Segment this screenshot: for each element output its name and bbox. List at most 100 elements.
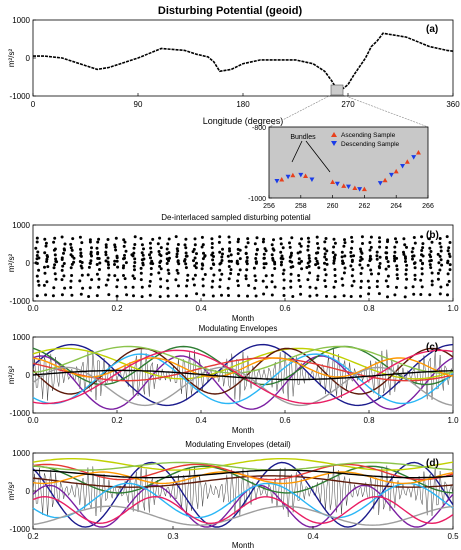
sample-point [300,267,304,271]
ascending-sample-point [279,177,285,182]
descending-sample-point [411,155,417,160]
sample-point [237,294,241,298]
sample-point [220,255,224,259]
sample-point [253,274,257,278]
sample-point [352,254,356,258]
sample-point [236,240,240,244]
legend-descending-label: Descending Sample [341,141,400,148]
sample-point [228,247,231,251]
sample-point [341,259,344,263]
sample-point [420,267,424,271]
sample-point [183,259,186,263]
sample-point [244,274,248,278]
sample-point [221,247,224,251]
sample-point [411,246,415,250]
sample-point [69,286,73,289]
descending-sample-point [400,164,406,169]
x-tick-label: 0.8 [363,304,375,313]
sample-point [79,251,83,255]
sample-point [194,266,198,270]
sample-point [70,262,74,266]
sample-point [315,293,319,297]
sample-point [52,266,56,270]
sample-point [227,265,231,268]
sample-point [142,247,145,251]
sample-point [370,272,373,276]
sample-point [212,263,216,266]
sample-point [410,250,414,254]
sample-point [448,241,452,244]
sample-point [54,277,58,281]
sample-point [156,242,160,246]
sample-point [438,254,442,258]
sample-point [288,245,292,249]
sample-point [281,246,285,250]
sample-point [384,267,388,271]
sample-point [306,248,310,252]
sample-point [210,285,214,289]
sample-point [314,263,318,267]
sample-point [333,274,337,277]
sample-point [270,280,274,284]
sample-point [80,273,84,277]
ascending-sample-point [393,168,399,174]
sample-point [104,283,108,287]
sample-point [185,284,189,288]
annotation-arrow-2 [305,140,331,173]
sample-point [201,284,205,288]
sample-point [378,255,382,259]
sample-point [325,294,328,298]
envelope-line [32,461,454,471]
sample-point [54,257,58,261]
sample-point [132,246,136,250]
sample-point [35,274,39,278]
sample-point [46,265,50,269]
legend-ascending-label: Ascending Sample [341,132,396,139]
sample-point [124,249,128,253]
sample-point [221,252,224,256]
x-tick-label: 0.6 [279,416,291,425]
envelope-line [32,357,454,382]
sample-point [200,235,204,239]
sample-point [133,235,137,239]
envelope-line [33,465,454,494]
sample-point [60,278,64,282]
x-tick-label: 0.2 [27,532,39,541]
envelope-line [32,475,454,488]
sample-point [218,262,222,266]
sample-point [378,262,382,265]
y-tick-label: -1000 [10,92,31,101]
sample-point [34,246,38,250]
sample-point [165,262,169,265]
sample-point [368,248,372,252]
sample-point [378,236,381,240]
sample-point [331,251,335,254]
panel-d-frame [32,452,454,530]
x-tick-label: 0.3 [167,532,179,541]
sample-point [270,253,274,257]
sample-point [349,250,353,254]
panel-a-series [33,32,454,91]
sample-point [139,266,143,270]
sample-point [107,263,110,267]
sample-point [254,252,258,256]
y-tick-label: -1000 [10,525,31,534]
sample-point [35,254,39,257]
panel-d-label: (d) [426,458,439,469]
sample-point [122,274,125,277]
sample-point [264,274,268,278]
sample-point [149,267,153,270]
sample-point [158,236,162,240]
sample-point [358,259,362,263]
sample-point [139,237,143,240]
sample-point [35,262,39,265]
sample-point [272,248,276,252]
sample-point [332,237,336,241]
sample-point [193,256,197,260]
sample-point [352,279,356,283]
sample-point [183,243,187,247]
sample-point [70,248,74,252]
sample-point [52,286,56,290]
sample-point [288,255,292,259]
sample-point [98,261,102,265]
